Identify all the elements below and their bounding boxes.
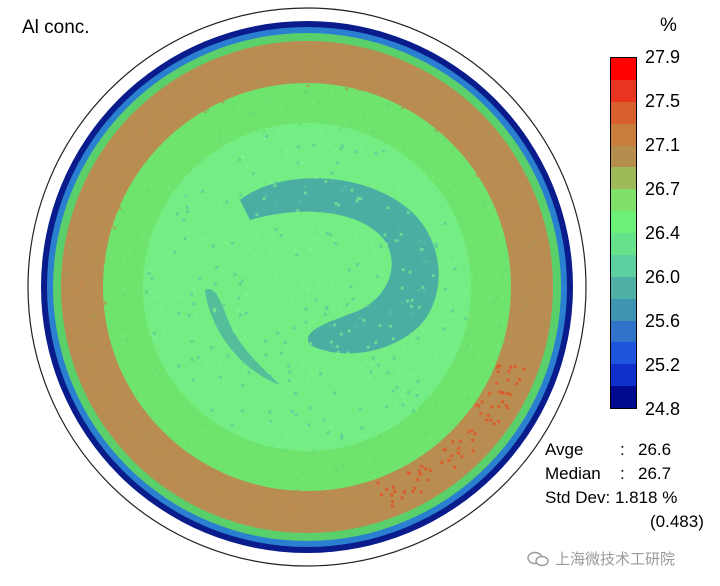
colorbar-tick-label: 25.2 (645, 355, 681, 375)
colorbar-segment (611, 342, 636, 365)
colorbar-segment (611, 211, 636, 233)
colorbar-tick-label: 27.9 (645, 47, 681, 67)
stat-median-label: Median (545, 464, 601, 483)
colorbar-segment (611, 386, 636, 408)
stat-average-label: Avge (545, 440, 584, 459)
colorbar-segment (611, 233, 636, 255)
colorbar-tick-label: 26.4 (645, 223, 681, 243)
colorbar-segment (611, 79, 636, 102)
colorbar-segment (611, 320, 636, 343)
stat-stddev-abs: (0.483) (650, 512, 704, 531)
colorbar-tick-label: 24.8 (645, 399, 681, 419)
colorbar-segment (611, 189, 636, 212)
colorbar-segment (611, 123, 636, 146)
stat-stddev: Std Dev: 1.818 % (545, 486, 704, 510)
colorbar-segment (611, 145, 636, 168)
map-title: Al conc. (22, 17, 90, 38)
watermark: 上海微技术工研院 (527, 548, 675, 569)
pixel-noise (63, 49, 552, 527)
watermark-text: 上海微技术工研院 (555, 551, 676, 568)
colorbar-tick-label: 27.5 (645, 91, 681, 111)
colorbar (610, 57, 637, 409)
colorbar-segment (611, 58, 636, 80)
zone-crescent (240, 178, 439, 354)
colorbar-tick-label: 25.6 (645, 311, 681, 331)
colorbar-segment (611, 167, 636, 190)
stat-average: Avge:26.6 (545, 438, 704, 462)
stat-median-value: 26.7 (638, 464, 672, 483)
zone-crescent-arm (205, 289, 280, 385)
colorbar-segment (611, 276, 636, 299)
wafer-map (27, 7, 587, 567)
wechat-icon (527, 551, 549, 566)
stat-stddev-label: Std Dev (545, 488, 606, 507)
colorbar-unit: % (660, 15, 677, 36)
colorbar-tick-label: 27.1 (645, 135, 681, 155)
colorbar-segment (611, 364, 636, 387)
colorbar-tick-label: 26.0 (645, 267, 681, 287)
colorbar-segment (611, 298, 636, 321)
stats-panel: Avge:26.6 Median:26.7 Std Dev: 1.818 % (… (545, 438, 704, 534)
colorbar-tick-label: 26.7 (645, 179, 681, 199)
stat-average-value: 26.6 (638, 440, 672, 459)
stat-median: Median:26.7 (545, 462, 704, 486)
colorbar-segment (611, 101, 636, 124)
stat-stddev-value: 1.818 % (614, 488, 678, 507)
colorbar-segment (611, 254, 636, 277)
